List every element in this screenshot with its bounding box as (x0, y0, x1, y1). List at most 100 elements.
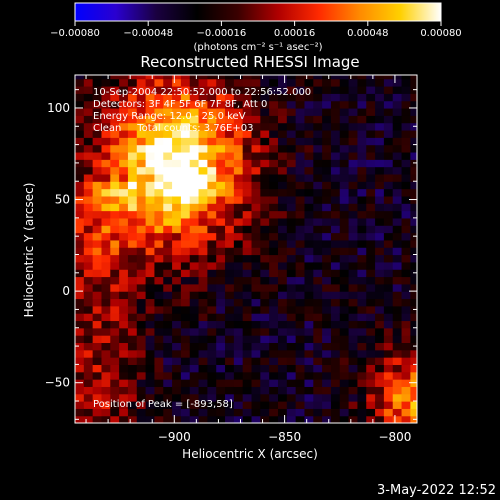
heatmap-cell (251, 386, 261, 395)
heatmap-cell (269, 335, 279, 344)
heatmap-cell (304, 313, 314, 322)
heatmap-cell (180, 159, 191, 168)
heatmap-cell (163, 320, 173, 329)
heatmap-cell (366, 129, 376, 138)
heatmap-cell (216, 78, 226, 87)
heatmap-cell (348, 188, 359, 197)
heatmap-cell (330, 349, 341, 358)
heatmap-cell (127, 225, 138, 234)
heatmap-cell (277, 283, 288, 292)
heatmap-cell (110, 320, 120, 329)
heatmap-cell (172, 261, 182, 270)
heatmap-cell (251, 371, 261, 380)
heatmap-cell (410, 408, 417, 417)
heatmap-cell (198, 313, 208, 322)
heatmap-cell (357, 320, 367, 329)
heatmap-cell (172, 269, 182, 278)
heatmap-cell (401, 247, 411, 256)
heatmap-cell (225, 217, 235, 226)
x-tick-label: −850 (268, 430, 301, 444)
heatmap-cell (251, 115, 261, 124)
heatmap-cell (339, 225, 350, 234)
heatmap-cell (277, 173, 288, 182)
heatmap-cell (92, 254, 103, 263)
heatmap-cell (225, 85, 235, 94)
heatmap-cell (145, 93, 156, 102)
heatmap-cell (216, 144, 226, 153)
heatmap-cell (392, 173, 403, 182)
heatmap-cell (313, 203, 323, 212)
heatmap-cell (348, 85, 359, 94)
heatmap-cell (410, 254, 417, 263)
heatmap-cell (189, 408, 200, 417)
heatmap-cell (163, 203, 173, 212)
heatmap-cell (330, 188, 341, 197)
heatmap-cell (313, 210, 323, 219)
heatmap-cell (110, 291, 120, 300)
heatmap-cell (92, 173, 103, 182)
heatmap-cell (83, 342, 94, 351)
heatmap-cell (295, 232, 306, 241)
heatmap-cell (207, 137, 217, 146)
heatmap-cell (313, 93, 323, 102)
heatmap-cell (225, 159, 235, 168)
heatmap-cell (189, 357, 200, 365)
heatmap-cell (110, 78, 120, 87)
heatmap-cell (75, 181, 85, 190)
heatmap-cell (366, 181, 376, 190)
heatmap-cell (242, 239, 253, 248)
heatmap-cell (392, 327, 403, 336)
heatmap-cell (304, 115, 314, 124)
heatmap-cell (260, 217, 270, 226)
heatmap-cell (330, 107, 341, 116)
heatmap-cell (119, 173, 129, 182)
heatmap-cell (101, 342, 111, 351)
heatmap-cell (260, 239, 270, 248)
heatmap-cell (383, 195, 394, 204)
heatmap-cell (295, 393, 306, 402)
heatmap-cell (207, 379, 217, 387)
heatmap-cell (322, 217, 332, 226)
heatmap-cell (401, 393, 411, 402)
heatmap-cell (269, 78, 279, 87)
heatmap-cell (313, 313, 323, 322)
heatmap-cell (110, 408, 120, 417)
heatmap-cell (348, 254, 359, 263)
heatmap-cell (339, 232, 350, 241)
heatmap-cell (180, 335, 191, 344)
heatmap-cell (198, 203, 208, 212)
heatmap-cell (101, 379, 111, 387)
heatmap-cell (136, 247, 147, 256)
heatmap-cell (269, 129, 279, 138)
heatmap-cell (313, 283, 323, 292)
heatmap-cell (383, 379, 394, 387)
heatmap-cell (180, 254, 191, 263)
heatmap-cell (339, 115, 350, 124)
heatmap-cell (339, 401, 350, 409)
heatmap-cell (295, 371, 306, 380)
heatmap-cell (366, 151, 376, 160)
heatmap-cell (251, 269, 261, 278)
heatmap-cell (136, 349, 147, 358)
heatmap-cell (83, 173, 94, 182)
heatmap-cell (136, 107, 147, 116)
heatmap-cell (154, 342, 164, 351)
heatmap-cell (410, 173, 417, 182)
heatmap-cell (322, 261, 332, 270)
heatmap-cell (375, 203, 385, 212)
heatmap-cell (251, 247, 261, 256)
heatmap-cell (410, 181, 417, 190)
heatmap-cell (269, 357, 279, 365)
heatmap-cell (286, 78, 297, 87)
heatmap-cell (75, 144, 85, 153)
heatmap-cell (136, 75, 147, 80)
heatmap-cell (330, 78, 341, 87)
heatmap-cell (322, 408, 332, 417)
heatmap-cell (101, 327, 111, 336)
heatmap-cell (260, 408, 270, 417)
heatmap-cell (216, 151, 226, 160)
heatmap-cell (366, 122, 376, 131)
heatmap-cell (233, 364, 244, 373)
heatmap-cell (286, 115, 297, 124)
